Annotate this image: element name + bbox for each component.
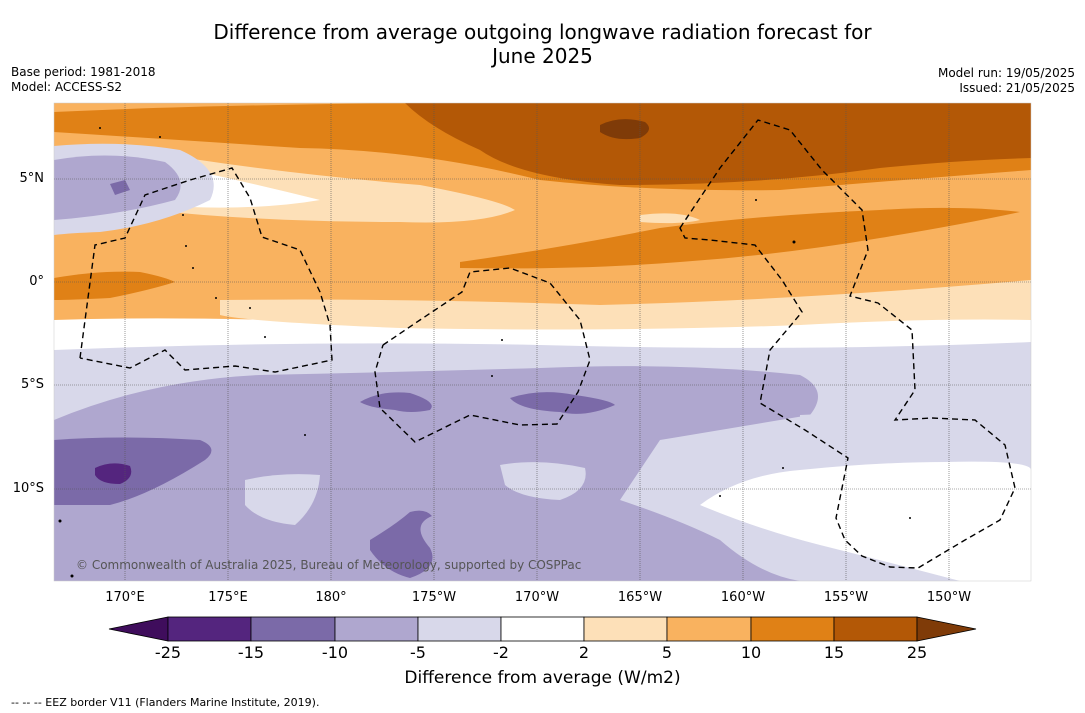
lat-label-0: 0° [29, 274, 44, 289]
islands [58, 127, 911, 578]
lon-label: 180° [315, 590, 347, 605]
colorbar-tick: -25 [154, 643, 182, 662]
model-run: Model run: 19/05/2025 [937, 66, 1075, 80]
lat-label-5n: 5°N [19, 171, 45, 186]
colorbar-extend-low [108, 616, 169, 642]
eez-legend: -- -- -- EEZ border V11 (Flanders Marine… [11, 696, 320, 709]
colorbar-tick: -15 [237, 643, 265, 662]
colorbar-segment [833, 616, 918, 642]
lon-label: 175°W [411, 590, 457, 605]
colorbar-extend-high [916, 616, 977, 642]
colorbar-tick: 10 [740, 643, 762, 662]
map-title: Difference from average outgoing longwav… [0, 20, 1085, 68]
lon-label: 170°E [105, 590, 145, 605]
metadata-right: Model run: 19/05/2025 Issued: 21/05/2025 [938, 66, 1075, 96]
lon-label: 160°W [720, 590, 766, 605]
lon-label: 155°W [823, 590, 869, 605]
colorbar-tick: 5 [661, 643, 673, 662]
anomaly-contours [54, 103, 1031, 581]
colorbar-tick: 25 [906, 643, 928, 662]
colorbar-segment [167, 616, 252, 642]
colorbar-segment [750, 616, 835, 642]
colorbar-segment [583, 616, 668, 642]
metadata-left: Base period: 1981-2018 Model: ACCESS-S2 [11, 65, 156, 95]
colorbar-segment [334, 616, 419, 642]
lon-label: 175°E [208, 590, 248, 605]
lat-label-5s: 5°S [20, 377, 44, 392]
colorbar-tick: 2 [578, 643, 590, 662]
colorbar-tick: -5 [410, 643, 426, 662]
colorbar-tick: 15 [823, 643, 845, 662]
lat-label-10s: 10°S [12, 481, 44, 496]
model-name: Model: ACCESS-S2 [11, 80, 123, 94]
lon-label: 150°W [926, 590, 972, 605]
graticule [54, 103, 1031, 581]
colorbar-tick: -2 [493, 643, 509, 662]
colorbar-segment [500, 616, 585, 642]
colorbar-segment [250, 616, 336, 642]
issued-date: Issued: 21/05/2025 [959, 81, 1075, 95]
title-line-2: June 2025 [492, 44, 593, 68]
copyright-notice: © Commonwealth of Australia 2025, Bureau… [76, 558, 582, 572]
colorbar-segment [666, 616, 752, 642]
colorbar-label: Difference from average (W/m2) [404, 668, 681, 688]
title-line-1: Difference from average outgoing longwav… [213, 20, 872, 44]
colorbar [108, 616, 977, 642]
base-period: Base period: 1981-2018 [11, 65, 156, 79]
eez-borders [79, 119, 1016, 569]
lon-label: 170°W [514, 590, 560, 605]
colorbar-tick: -10 [321, 643, 349, 662]
colorbar-segment [417, 616, 502, 642]
lon-label: 165°W [617, 590, 663, 605]
